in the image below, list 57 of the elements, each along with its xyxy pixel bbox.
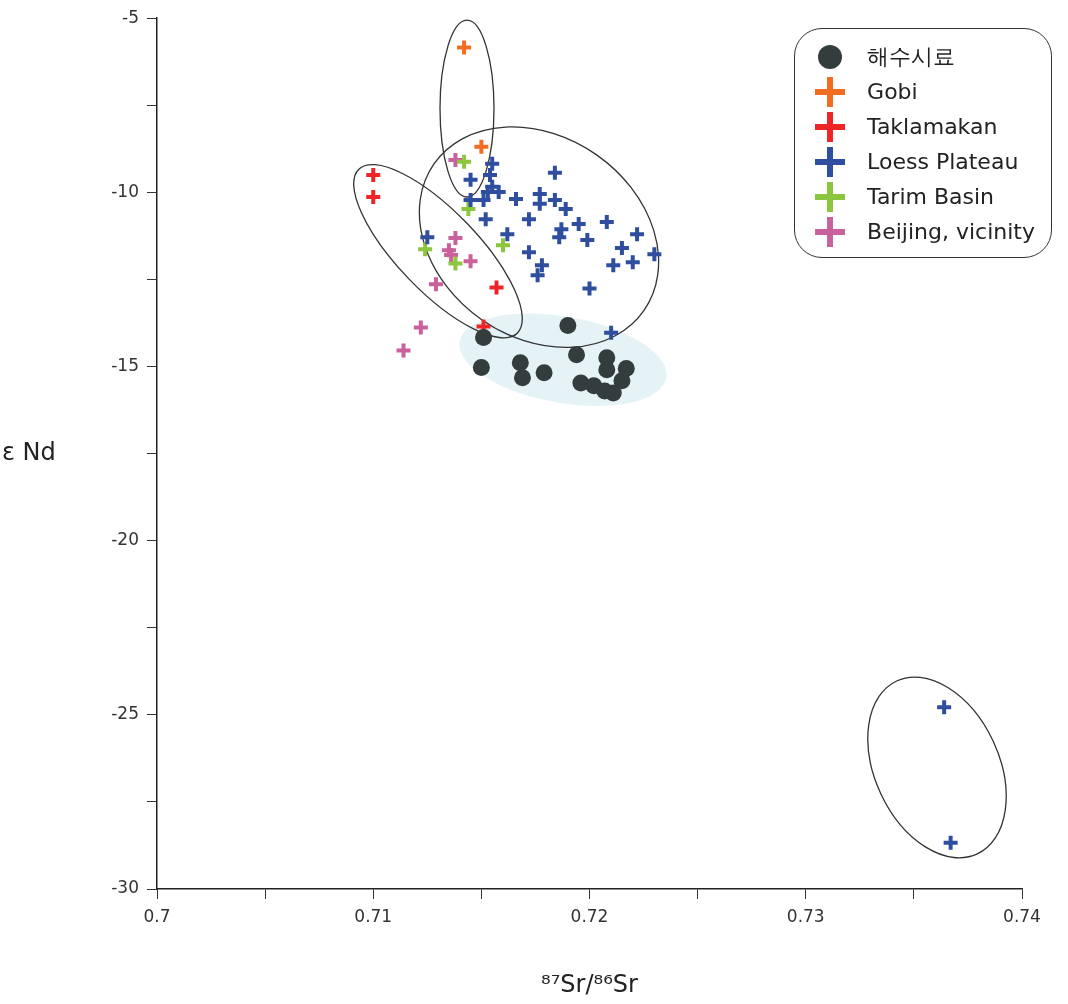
y-tick-label: -10 [111, 180, 139, 201]
point [545, 163, 564, 182]
point [461, 252, 480, 271]
point [530, 194, 549, 213]
point [494, 236, 512, 255]
y-tick-label: -5 [122, 6, 139, 27]
point [487, 278, 506, 297]
point [602, 323, 621, 342]
point [483, 154, 502, 173]
point [604, 256, 623, 275]
legend-label: Beijing, vicinity [867, 219, 1035, 245]
y-tick-label: -30 [111, 877, 139, 898]
x-tick-label: 0.74 [1003, 905, 1041, 926]
y-axis-title: ε Nd [2, 437, 56, 466]
y-tick-label: -15 [111, 354, 139, 375]
point [941, 833, 960, 852]
legend-label: Loess Plateau [867, 149, 1019, 175]
point [426, 275, 445, 294]
point [476, 210, 495, 229]
point [559, 316, 577, 334]
point [411, 318, 430, 337]
point [461, 170, 480, 189]
point [511, 354, 529, 372]
y-tick-label: -25 [111, 703, 139, 724]
point [598, 361, 616, 379]
point [580, 279, 599, 298]
point [513, 369, 531, 387]
point [568, 346, 586, 364]
legend-label: 해수시료 [867, 42, 956, 71]
point [623, 253, 642, 272]
x-axis-title: ⁸⁷Sr/⁸⁶Sr [541, 969, 639, 998]
point [532, 256, 551, 275]
point [394, 341, 413, 360]
point [446, 254, 465, 273]
point [472, 359, 490, 377]
y-tick-label: -20 [111, 529, 139, 550]
point [935, 698, 954, 717]
legend-label: Tarim Basin [867, 184, 995, 210]
x-tick-label: 0.7 [143, 905, 171, 926]
x-tick-label: 0.72 [570, 905, 609, 926]
point [645, 245, 664, 264]
point [528, 266, 547, 285]
point [455, 152, 474, 171]
point [519, 243, 538, 262]
point [472, 137, 491, 156]
point [519, 210, 538, 229]
legend-label: Gobi [867, 79, 918, 105]
point [535, 364, 553, 382]
point [617, 360, 635, 378]
x-tick-label: 0.73 [786, 905, 825, 926]
point [628, 225, 647, 244]
point [418, 228, 437, 247]
point [498, 225, 517, 244]
x-tick-label: 0.71 [354, 905, 393, 926]
point [455, 38, 474, 57]
point [475, 329, 493, 347]
legend-label: Taklamakan [867, 114, 998, 140]
